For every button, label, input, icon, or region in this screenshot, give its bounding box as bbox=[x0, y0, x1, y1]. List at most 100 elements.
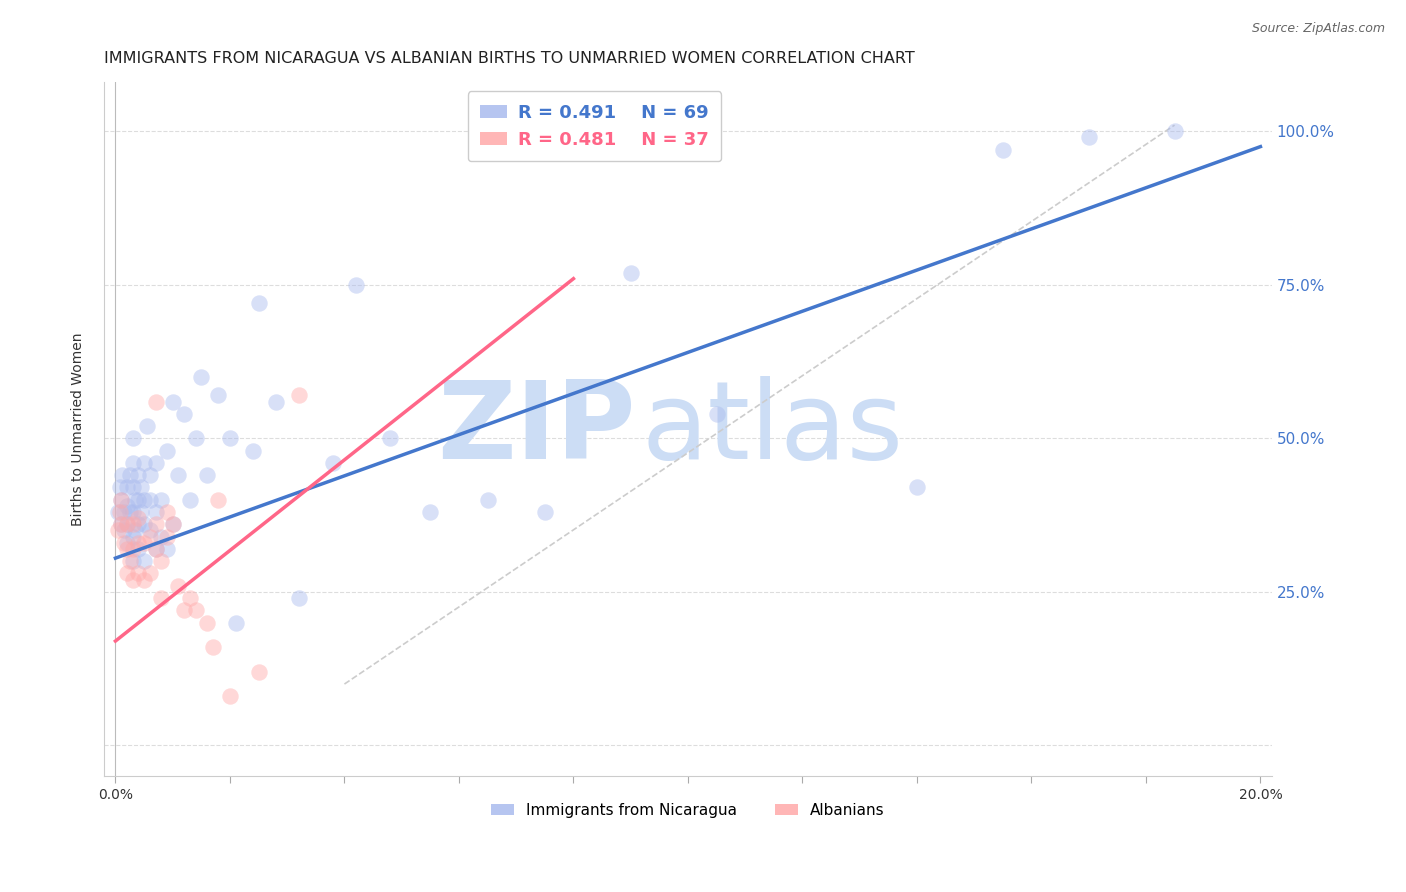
Legend: Immigrants from Nicaragua, Albanians: Immigrants from Nicaragua, Albanians bbox=[485, 797, 891, 824]
Point bbox=[477, 492, 499, 507]
Point bbox=[115, 541, 138, 556]
Point bbox=[127, 535, 149, 549]
Point bbox=[129, 505, 152, 519]
Point bbox=[115, 517, 138, 532]
Point bbox=[121, 481, 143, 495]
Point bbox=[167, 579, 190, 593]
Point bbox=[127, 566, 149, 581]
Point bbox=[184, 603, 207, 617]
Point bbox=[184, 431, 207, 445]
Point bbox=[156, 541, 179, 556]
Point bbox=[207, 492, 229, 507]
Point bbox=[121, 456, 143, 470]
Point bbox=[107, 505, 129, 519]
Point bbox=[156, 505, 179, 519]
Point bbox=[124, 524, 146, 538]
Point bbox=[150, 492, 173, 507]
Point bbox=[1077, 130, 1099, 145]
Point bbox=[132, 554, 155, 568]
Point bbox=[219, 431, 242, 445]
Point bbox=[145, 517, 167, 532]
Point bbox=[132, 517, 155, 532]
Point bbox=[127, 541, 149, 556]
Point bbox=[1163, 124, 1185, 138]
Point bbox=[195, 615, 218, 630]
Text: IMMIGRANTS FROM NICARAGUA VS ALBANIAN BIRTHS TO UNMARRIED WOMEN CORRELATION CHAR: IMMIGRANTS FROM NICARAGUA VS ALBANIAN BI… bbox=[104, 51, 915, 66]
Point bbox=[145, 541, 167, 556]
Point bbox=[110, 492, 132, 507]
Point bbox=[121, 530, 143, 544]
Point bbox=[156, 530, 179, 544]
Point bbox=[112, 524, 135, 538]
Point bbox=[124, 492, 146, 507]
Point bbox=[150, 530, 173, 544]
Point bbox=[162, 517, 184, 532]
Point bbox=[132, 456, 155, 470]
Text: Source: ZipAtlas.com: Source: ZipAtlas.com bbox=[1251, 22, 1385, 36]
Point bbox=[127, 511, 149, 525]
Point bbox=[115, 499, 138, 513]
Point bbox=[991, 143, 1014, 157]
Point bbox=[287, 591, 309, 605]
Point bbox=[121, 517, 143, 532]
Point bbox=[107, 524, 129, 538]
Point bbox=[145, 505, 167, 519]
Point bbox=[620, 266, 643, 280]
Point bbox=[145, 456, 167, 470]
Point bbox=[121, 573, 143, 587]
Point bbox=[156, 443, 179, 458]
Point bbox=[112, 505, 135, 519]
Point bbox=[127, 492, 149, 507]
Point bbox=[173, 407, 195, 421]
Point bbox=[132, 573, 155, 587]
Point bbox=[121, 505, 143, 519]
Point bbox=[344, 277, 367, 292]
Point bbox=[287, 388, 309, 402]
Point bbox=[121, 431, 143, 445]
Point bbox=[162, 394, 184, 409]
Point bbox=[118, 554, 141, 568]
Point bbox=[118, 505, 141, 519]
Point bbox=[108, 481, 131, 495]
Text: ZIP: ZIP bbox=[437, 376, 636, 483]
Point bbox=[139, 530, 162, 544]
Point bbox=[150, 554, 173, 568]
Point bbox=[533, 505, 555, 519]
Text: atlas: atlas bbox=[641, 376, 903, 483]
Point bbox=[115, 517, 138, 532]
Point bbox=[706, 407, 728, 421]
Point bbox=[380, 431, 402, 445]
Point bbox=[108, 505, 131, 519]
Point bbox=[247, 296, 270, 310]
Point bbox=[173, 603, 195, 617]
Point bbox=[150, 591, 173, 605]
Point bbox=[139, 566, 162, 581]
Point bbox=[247, 665, 270, 679]
Point bbox=[112, 535, 135, 549]
Point bbox=[129, 481, 152, 495]
Point bbox=[111, 468, 134, 483]
Point bbox=[219, 690, 242, 704]
Point bbox=[110, 517, 132, 532]
Point bbox=[110, 517, 132, 532]
Point bbox=[127, 517, 149, 532]
Point bbox=[201, 640, 224, 655]
Point bbox=[145, 541, 167, 556]
Point bbox=[121, 541, 143, 556]
Point bbox=[905, 481, 928, 495]
Point bbox=[225, 615, 247, 630]
Y-axis label: Births to Unmarried Women: Births to Unmarried Women bbox=[72, 333, 86, 526]
Point bbox=[145, 394, 167, 409]
Point bbox=[167, 468, 190, 483]
Point bbox=[139, 524, 162, 538]
Point bbox=[195, 468, 218, 483]
Point bbox=[127, 468, 149, 483]
Point bbox=[242, 443, 264, 458]
Point bbox=[132, 535, 155, 549]
Point bbox=[115, 481, 138, 495]
Point bbox=[190, 370, 212, 384]
Point bbox=[121, 554, 143, 568]
Point bbox=[118, 468, 141, 483]
Point bbox=[139, 492, 162, 507]
Point bbox=[115, 535, 138, 549]
